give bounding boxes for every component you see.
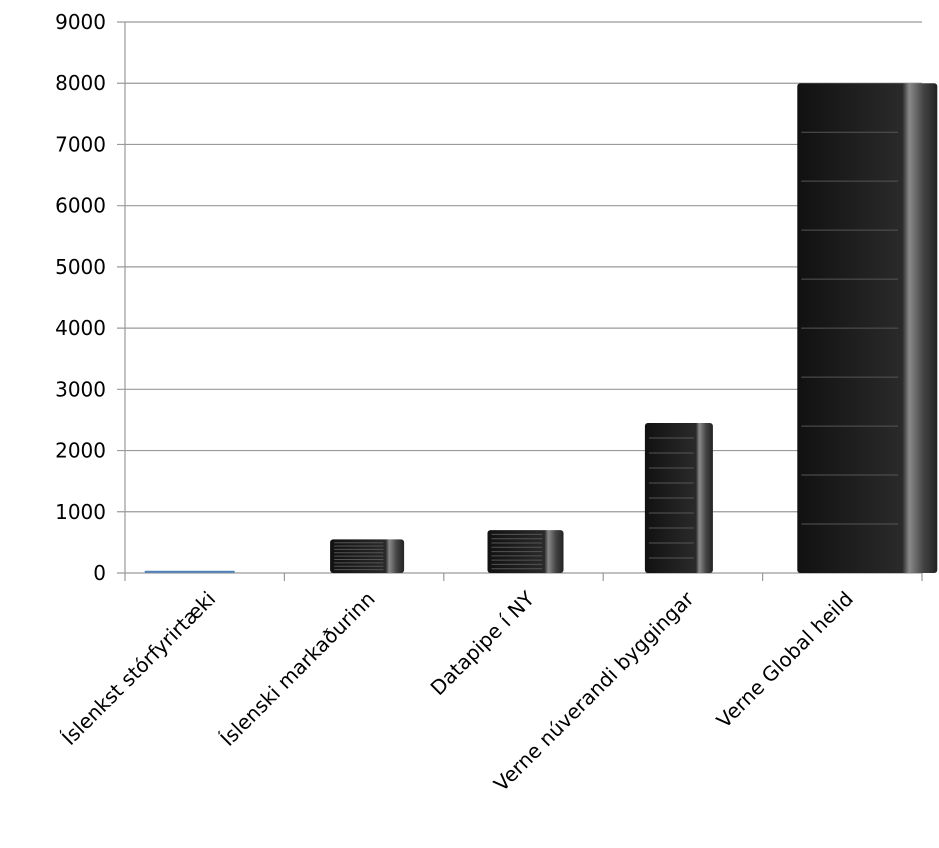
y-tick-label: 2000	[55, 439, 106, 463]
x-tick-label: Íslenski markaðurinn	[215, 587, 379, 751]
y-tick-label: 6000	[55, 194, 106, 218]
y-tick-label: 3000	[55, 377, 106, 401]
y-tick-label: 4000	[55, 316, 106, 340]
y-tick-label: 9000	[55, 10, 106, 34]
x-tick-label: Íslenkst stórfyrirtæki	[57, 587, 220, 750]
y-tick-label: 0	[93, 561, 106, 585]
y-tick-label: 8000	[55, 71, 106, 95]
x-tick-label: Datapipe í NY	[426, 586, 540, 700]
x-tick-label: Verne Global heild	[712, 587, 858, 733]
bar	[144, 570, 235, 573]
y-tick-label: 1000	[55, 500, 106, 524]
y-tick-label: 5000	[55, 255, 106, 279]
y-tick-label: 7000	[55, 132, 106, 156]
